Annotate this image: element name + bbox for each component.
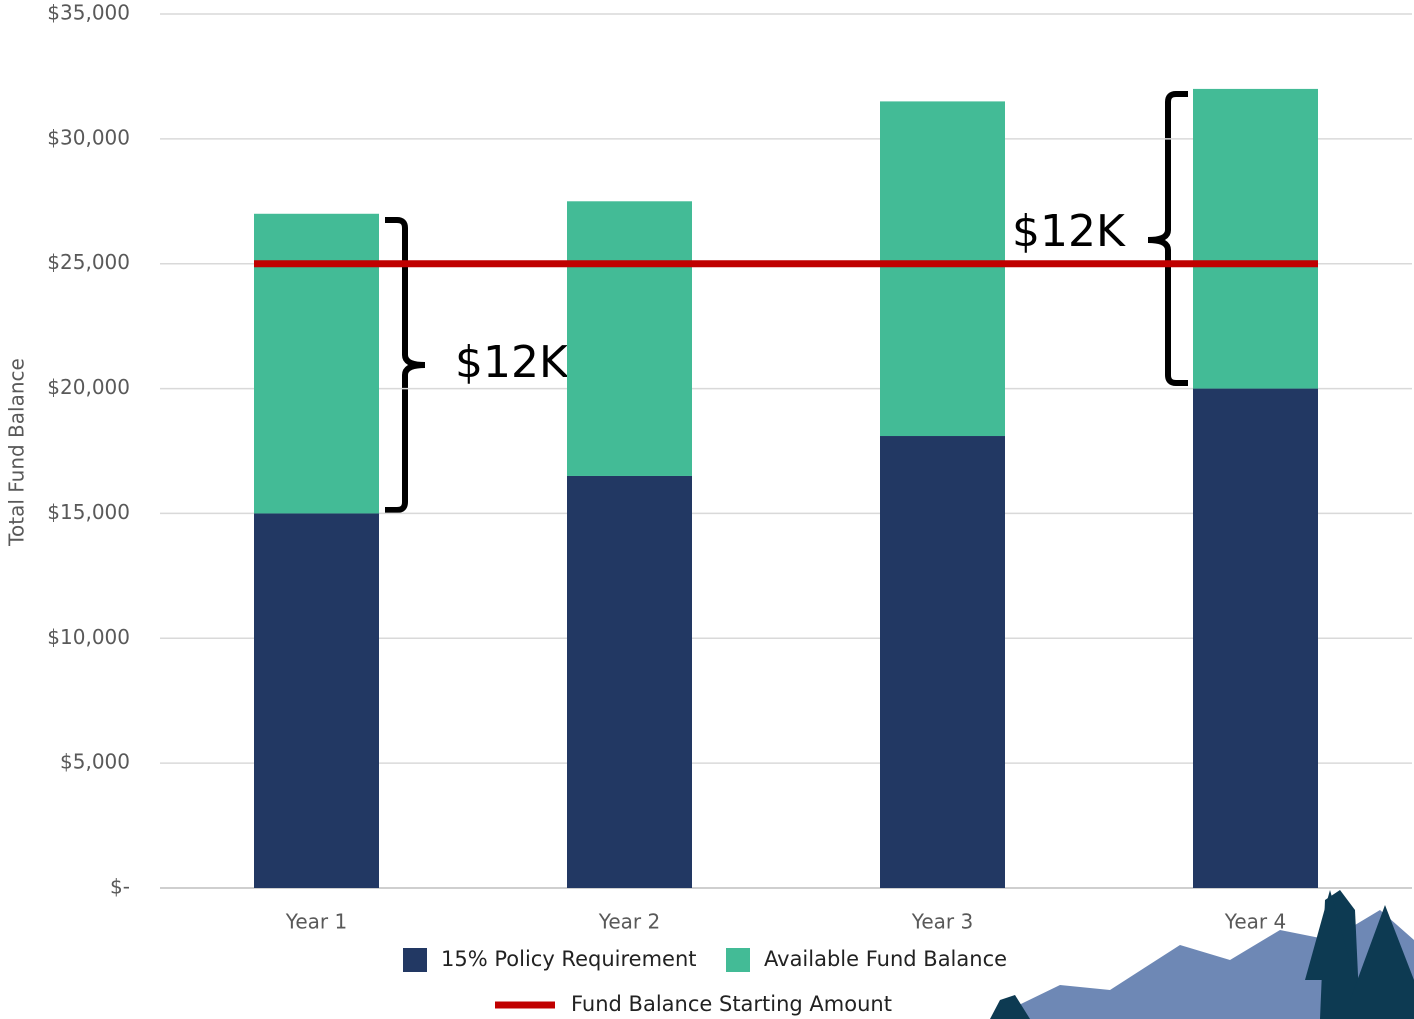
- y-tick-label: $-: [110, 875, 130, 899]
- bar: [1193, 388, 1318, 888]
- y-tick-label: $25,000: [47, 250, 130, 274]
- bracket: [1147, 91, 1188, 386]
- bracket: [385, 217, 426, 513]
- x-tick-label: Year 2: [598, 910, 660, 934]
- legend-label: Fund Balance Starting Amount: [571, 992, 892, 1016]
- y-tick-label: $10,000: [47, 625, 130, 649]
- x-tick-label: Year 3: [911, 910, 973, 934]
- legend-label: 15% Policy Requirement: [441, 947, 697, 971]
- bar: [880, 436, 1005, 888]
- legend-label: Available Fund Balance: [764, 947, 1007, 971]
- y-tick-label: $30,000: [47, 125, 130, 149]
- bar: [567, 201, 692, 476]
- x-tick-label: Year 1: [285, 910, 347, 934]
- y-axis-label: Total Fund Balance: [5, 358, 29, 547]
- x-tick-label: Year 4: [1224, 910, 1286, 934]
- y-tick-label: $15,000: [47, 500, 130, 524]
- bar: [1193, 88, 1318, 389]
- y-tick-label: $35,000: [47, 1, 130, 25]
- annotation: $12K: [455, 337, 569, 388]
- bar: [880, 101, 1005, 437]
- logo: [990, 890, 1414, 1019]
- annotation: $12K: [1012, 206, 1126, 257]
- legend-swatch: [403, 948, 427, 972]
- bar: [254, 513, 379, 888]
- bar: [567, 475, 692, 888]
- y-tick-label: $20,000: [47, 375, 130, 399]
- legend-swatch: [726, 948, 750, 972]
- bar: [254, 213, 379, 514]
- y-tick-label: $5,000: [60, 750, 130, 774]
